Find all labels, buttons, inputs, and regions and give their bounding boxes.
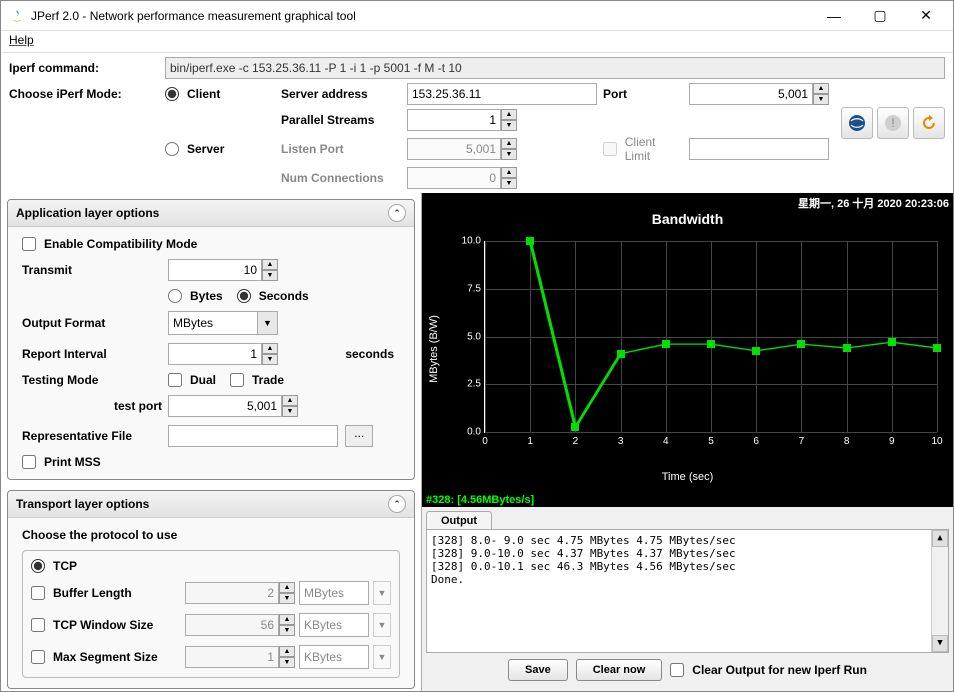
minimize-button[interactable]: — [811, 2, 857, 30]
testing-mode-label: Testing Mode [22, 373, 162, 387]
browse-button[interactable]: ... [345, 425, 373, 447]
rep-file-input[interactable] [168, 425, 338, 447]
output-fmt-label: Output Format [22, 316, 162, 330]
chevron-down-icon[interactable]: ▼ [257, 312, 277, 334]
java-icon [9, 8, 25, 24]
save-button[interactable]: Save [508, 659, 568, 681]
output-fmt-select[interactable]: MBytes▼ [168, 311, 278, 335]
chart-timestamp: 星期一, 26 十月 2020 20:23:06 [798, 195, 949, 211]
buf-len-check[interactable]: Buffer Length [31, 586, 181, 600]
svg-text:!: ! [891, 116, 894, 130]
transmit-label: Transmit [22, 263, 162, 277]
right-panel: 星期一, 26 十月 2020 20:23:06 Bandwidth MByte… [421, 193, 953, 691]
help-menu[interactable]: Help [9, 33, 34, 47]
scroll-up-icon[interactable]: ▲ [932, 530, 948, 547]
clear-button[interactable]: Clear now [576, 659, 663, 681]
win-size-check[interactable]: TCP Window Size [31, 618, 181, 632]
output-tab[interactable]: Output [426, 511, 492, 530]
win-size-input: ▲▼ [185, 614, 295, 636]
num-conn-input: ▲▼ [407, 167, 517, 189]
mss-unit: KBytes [299, 645, 369, 669]
test-port-input[interactable]: ▲▼ [168, 395, 298, 417]
collapse-icon[interactable]: ⌃ [388, 495, 406, 513]
iperf-cmd-label: Iperf command: [9, 61, 159, 75]
parallel-input[interactable]: ▲▼ [407, 109, 517, 131]
run-button[interactable] [841, 107, 873, 139]
output-textarea[interactable]: [328] 8.0- 9.0 sec 4.75 MBytes 4.75 MByt… [426, 529, 949, 653]
app-layer-group: Application layer options⌃ Enable Compat… [7, 199, 415, 480]
listen-port-label: Listen Port [281, 142, 401, 156]
mss-check[interactable]: Max Segment Size [31, 650, 181, 664]
trade-check[interactable]: Trade [230, 373, 284, 387]
transport-group: Transport layer options⌃ Choose the prot… [7, 490, 415, 689]
clear-on-run-check[interactable]: Clear Output for new Iperf Run [670, 663, 867, 677]
left-panel: Application layer options⌃ Enable Compat… [1, 193, 421, 691]
buf-len-input: ▲▼ [185, 582, 295, 604]
menubar: Help [1, 31, 953, 53]
window-title: JPerf 2.0 - Network performance measurem… [31, 9, 811, 23]
client-limit-check: Client Limit [603, 135, 683, 163]
num-conn-label: Num Connections [281, 171, 401, 185]
collapse-icon[interactable]: ⌃ [388, 204, 406, 222]
client-limit-input [689, 138, 829, 160]
app-layer-title: Application layer options [16, 206, 388, 220]
compat-check[interactable]: Enable Compatibility Mode [22, 237, 400, 251]
print-mss-check[interactable]: Print MSS [22, 455, 400, 469]
mss-input: ▲▼ [185, 646, 295, 668]
stop-button: ! [877, 107, 909, 139]
chart-status: #328: [4.56MBytes/s] [422, 493, 953, 507]
bandwidth-chart: 星期一, 26 十月 2020 20:23:06 Bandwidth MByte… [422, 193, 953, 493]
choose-proto-label: Choose the protocol to use [22, 528, 400, 542]
spin-up-icon[interactable]: ▲ [813, 83, 829, 94]
seconds-radio[interactable]: Seconds [237, 289, 309, 303]
transport-title: Transport layer options [16, 497, 388, 511]
transmit-input[interactable]: ▲▼ [168, 259, 278, 281]
titlebar: JPerf 2.0 - Network performance measurem… [1, 1, 953, 31]
dual-check[interactable]: Dual [168, 373, 216, 387]
refresh-button[interactable] [913, 107, 945, 139]
rep-file-label: Representative File [22, 429, 162, 443]
mode-client-radio[interactable]: Client [165, 87, 275, 101]
report-int-label: Report Interval [22, 347, 162, 361]
chart-xlabel: Time (sec) [662, 471, 714, 483]
win-size-unit: KBytes [299, 613, 369, 637]
top-panel: Iperf command: bin/iperf.exe -c 153.25.3… [1, 53, 953, 193]
port-label: Port [603, 87, 683, 101]
close-button[interactable]: ✕ [903, 2, 949, 30]
server-addr-input[interactable] [407, 83, 597, 105]
port-input[interactable]: ▲▼ [689, 83, 829, 105]
maximize-button[interactable]: ▢ [857, 2, 903, 30]
report-int-input[interactable]: ▲▼ [168, 343, 278, 365]
parallel-label: Parallel Streams [281, 113, 401, 127]
bytes-radio[interactable]: Bytes [168, 289, 223, 303]
server-addr-label: Server address [281, 87, 401, 101]
mode-server-radio[interactable]: Server [165, 142, 275, 156]
chart-ylabel: MBytes (B/W) [428, 315, 440, 383]
choose-mode-label: Choose iPerf Mode: [9, 87, 159, 101]
buf-len-unit: MBytes [299, 581, 369, 605]
report-int-unit: seconds [345, 347, 394, 361]
tcp-radio[interactable]: TCP [31, 559, 391, 573]
test-port-label: test port [22, 399, 162, 413]
spin-down-icon[interactable]: ▼ [813, 94, 829, 105]
app-window: JPerf 2.0 - Network performance measurem… [0, 0, 954, 692]
scroll-down-icon[interactable]: ▼ [932, 635, 948, 652]
listen-port-input: ▲▼ [407, 138, 517, 160]
iperf-cmd-field: bin/iperf.exe -c 153.25.36.11 -P 1 -i 1 … [165, 57, 945, 79]
